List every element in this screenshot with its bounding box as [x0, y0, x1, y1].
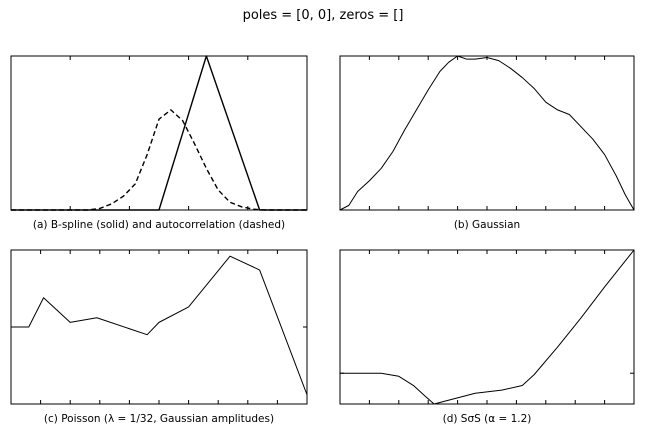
- series-line-d-1: [340, 249, 635, 405]
- panel-a: (a) B-spline (solid) and autocorrelation…: [10, 55, 308, 231]
- caption-b: (b) Gaussian: [454, 219, 520, 231]
- panel-b: (b) Gaussian: [339, 55, 635, 231]
- panel-d: (d) SσS (α = 1.2): [339, 249, 635, 425]
- panel-c: (c) Poisson (λ = 1/32, Gaussian amplitud…: [10, 249, 308, 425]
- caption-c: (c) Poisson (λ = 1/32, Gaussian amplitud…: [44, 413, 274, 425]
- series-line-a-2: [11, 109, 307, 211]
- panels: (a) B-spline (solid) and autocorrelation…: [10, 55, 635, 425]
- series-line-b-1: [339, 55, 635, 211]
- caption-a: (a) B-spline (solid) and autocorrelation…: [33, 219, 285, 231]
- series-line-c-1: [11, 255, 308, 395]
- caption-d: (d) SσS (α = 1.2): [443, 413, 532, 425]
- figure-suptitle: poles = [0, 0], zeros = []: [243, 8, 404, 23]
- axes-frame-a: [10, 55, 308, 211]
